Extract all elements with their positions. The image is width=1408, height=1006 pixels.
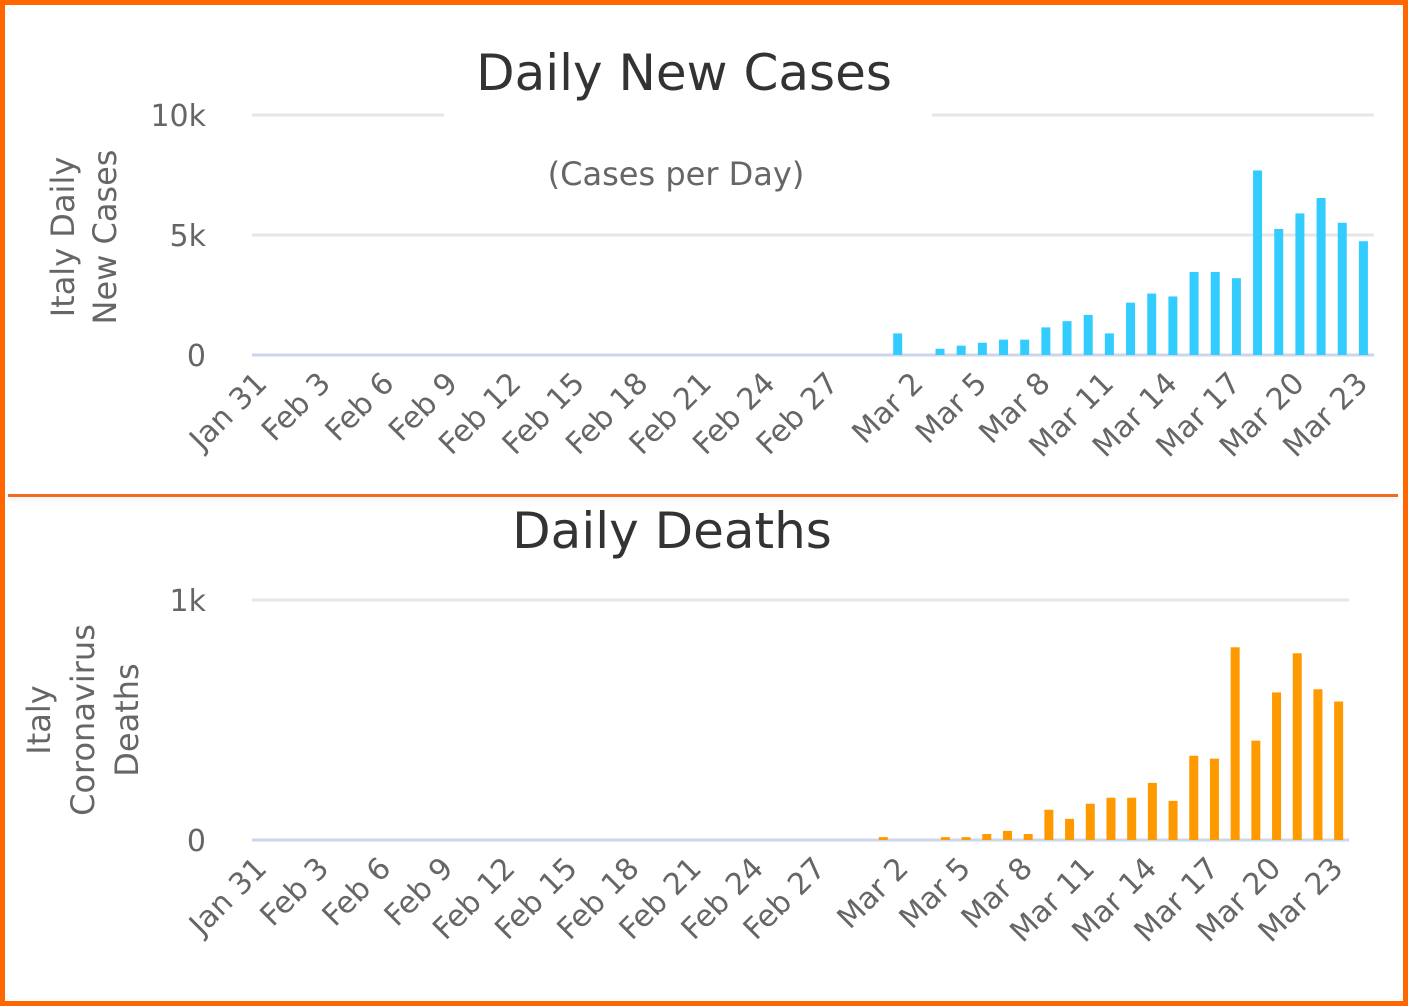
bar-mar-18[interactable] <box>1253 170 1263 355</box>
bar-mar-4[interactable] <box>940 837 950 840</box>
x-tick-label: Feb 3 <box>254 851 337 934</box>
bar-mar-23[interactable] <box>1334 701 1344 840</box>
title-background <box>444 100 932 130</box>
bar-mar-12[interactable] <box>1106 797 1116 840</box>
bar-mar-15[interactable] <box>1168 800 1178 840</box>
bar-mar-1[interactable] <box>878 837 888 840</box>
chart-subtitle: (Cases per Day) <box>548 155 805 193</box>
y-axis-title-line: Deaths <box>108 663 146 776</box>
bar-mar-13[interactable] <box>1127 797 1137 840</box>
bar-mar-12[interactable] <box>1126 302 1136 355</box>
bar-mar-11[interactable] <box>1104 333 1114 355</box>
bar-mar-9[interactable] <box>1044 809 1054 840</box>
y-axis-title-line: Italy <box>20 685 58 754</box>
y-tick-label: 10k <box>150 99 206 134</box>
bar-mar-17[interactable] <box>1231 278 1241 355</box>
bars <box>893 170 1368 355</box>
bar-mar-5[interactable] <box>977 342 987 355</box>
bar-mar-4[interactable] <box>956 345 966 355</box>
bar-mar-9[interactable] <box>1062 321 1072 355</box>
bar-mar-22[interactable] <box>1313 689 1323 840</box>
bar-mar-17[interactable] <box>1209 758 1219 840</box>
bar-mar-6[interactable] <box>999 339 1009 355</box>
bar-mar-14[interactable] <box>1147 782 1157 840</box>
x-tick-label: Jan 31 <box>182 366 275 459</box>
y-axis-ticks: 0 1k <box>170 584 207 859</box>
x-tick-label: Mar 5 <box>909 366 994 451</box>
bar-mar-7[interactable] <box>1020 339 1030 355</box>
y-axis-title-line: New Cases <box>86 150 124 325</box>
x-tick-label: Feb 6 <box>319 366 402 449</box>
bars <box>878 647 1344 840</box>
y-axis-title: Italy Coronavirus Deaths <box>20 624 146 816</box>
bar-mar-8[interactable] <box>1041 327 1051 355</box>
chart-title: Daily Deaths <box>512 502 832 560</box>
y-axis-title-line: Coronavirus <box>64 624 102 816</box>
y-axis-title: Italy Daily New Cases <box>44 150 124 325</box>
bar-mar-13[interactable] <box>1147 293 1157 355</box>
bar-mar-21[interactable] <box>1292 653 1302 840</box>
bar-mar-20[interactable] <box>1295 213 1305 355</box>
bar-mar-5[interactable] <box>961 837 971 840</box>
x-tick-label: Feb 3 <box>255 366 338 449</box>
y-tick-label: 5k <box>170 219 207 254</box>
x-tick-label: Jan 31 <box>181 851 274 944</box>
bar-mar-10[interactable] <box>1065 818 1075 840</box>
gridlines <box>252 598 1349 842</box>
x-tick-label: Mar 2 <box>845 366 930 451</box>
x-tick-label: Mar 5 <box>893 851 978 936</box>
y-axis-title-line: Italy Daily <box>44 157 82 318</box>
bar-mar-23[interactable] <box>1358 241 1368 355</box>
bar-mar-19[interactable] <box>1251 740 1261 840</box>
bar-mar-16[interactable] <box>1210 271 1220 355</box>
y-tick-label: 1k <box>170 584 207 619</box>
bar-mar-8[interactable] <box>1023 834 1033 840</box>
bar-mar-11[interactable] <box>1085 803 1095 840</box>
bar-mar-10[interactable] <box>1083 314 1093 355</box>
bar-mar-19[interactable] <box>1274 229 1284 355</box>
x-tick-label: Feb 6 <box>316 851 399 934</box>
bar-mar-7[interactable] <box>1002 830 1012 840</box>
bar-mar-6[interactable] <box>982 834 992 840</box>
bar-mar-1[interactable] <box>893 333 903 355</box>
bar-mar-18[interactable] <box>1230 647 1240 840</box>
bar-mar-3[interactable] <box>935 348 945 355</box>
bar-mar-21[interactable] <box>1316 198 1326 355</box>
bar-mar-16[interactable] <box>1189 755 1199 840</box>
y-axis-ticks: 0 5k 10k <box>150 99 206 374</box>
bar-mar-20[interactable] <box>1272 692 1282 840</box>
chart-title: Daily New Cases <box>476 44 892 102</box>
y-tick-label: 0 <box>187 824 206 859</box>
x-tick-label: Mar 2 <box>831 851 916 936</box>
bar-mar-14[interactable] <box>1168 296 1178 355</box>
bar-mar-22[interactable] <box>1337 222 1347 355</box>
daily-new-cases-chart: Daily New Cases (Cases per Day) Italy Da… <box>44 44 1375 465</box>
daily-deaths-chart: Daily Deaths Italy Coronavirus Deaths 01k … <box>20 502 1350 950</box>
section-divider <box>8 494 1398 497</box>
y-tick-label: 0 <box>187 339 206 374</box>
gridlines <box>252 113 1374 357</box>
bar-mar-15[interactable] <box>1189 271 1199 355</box>
